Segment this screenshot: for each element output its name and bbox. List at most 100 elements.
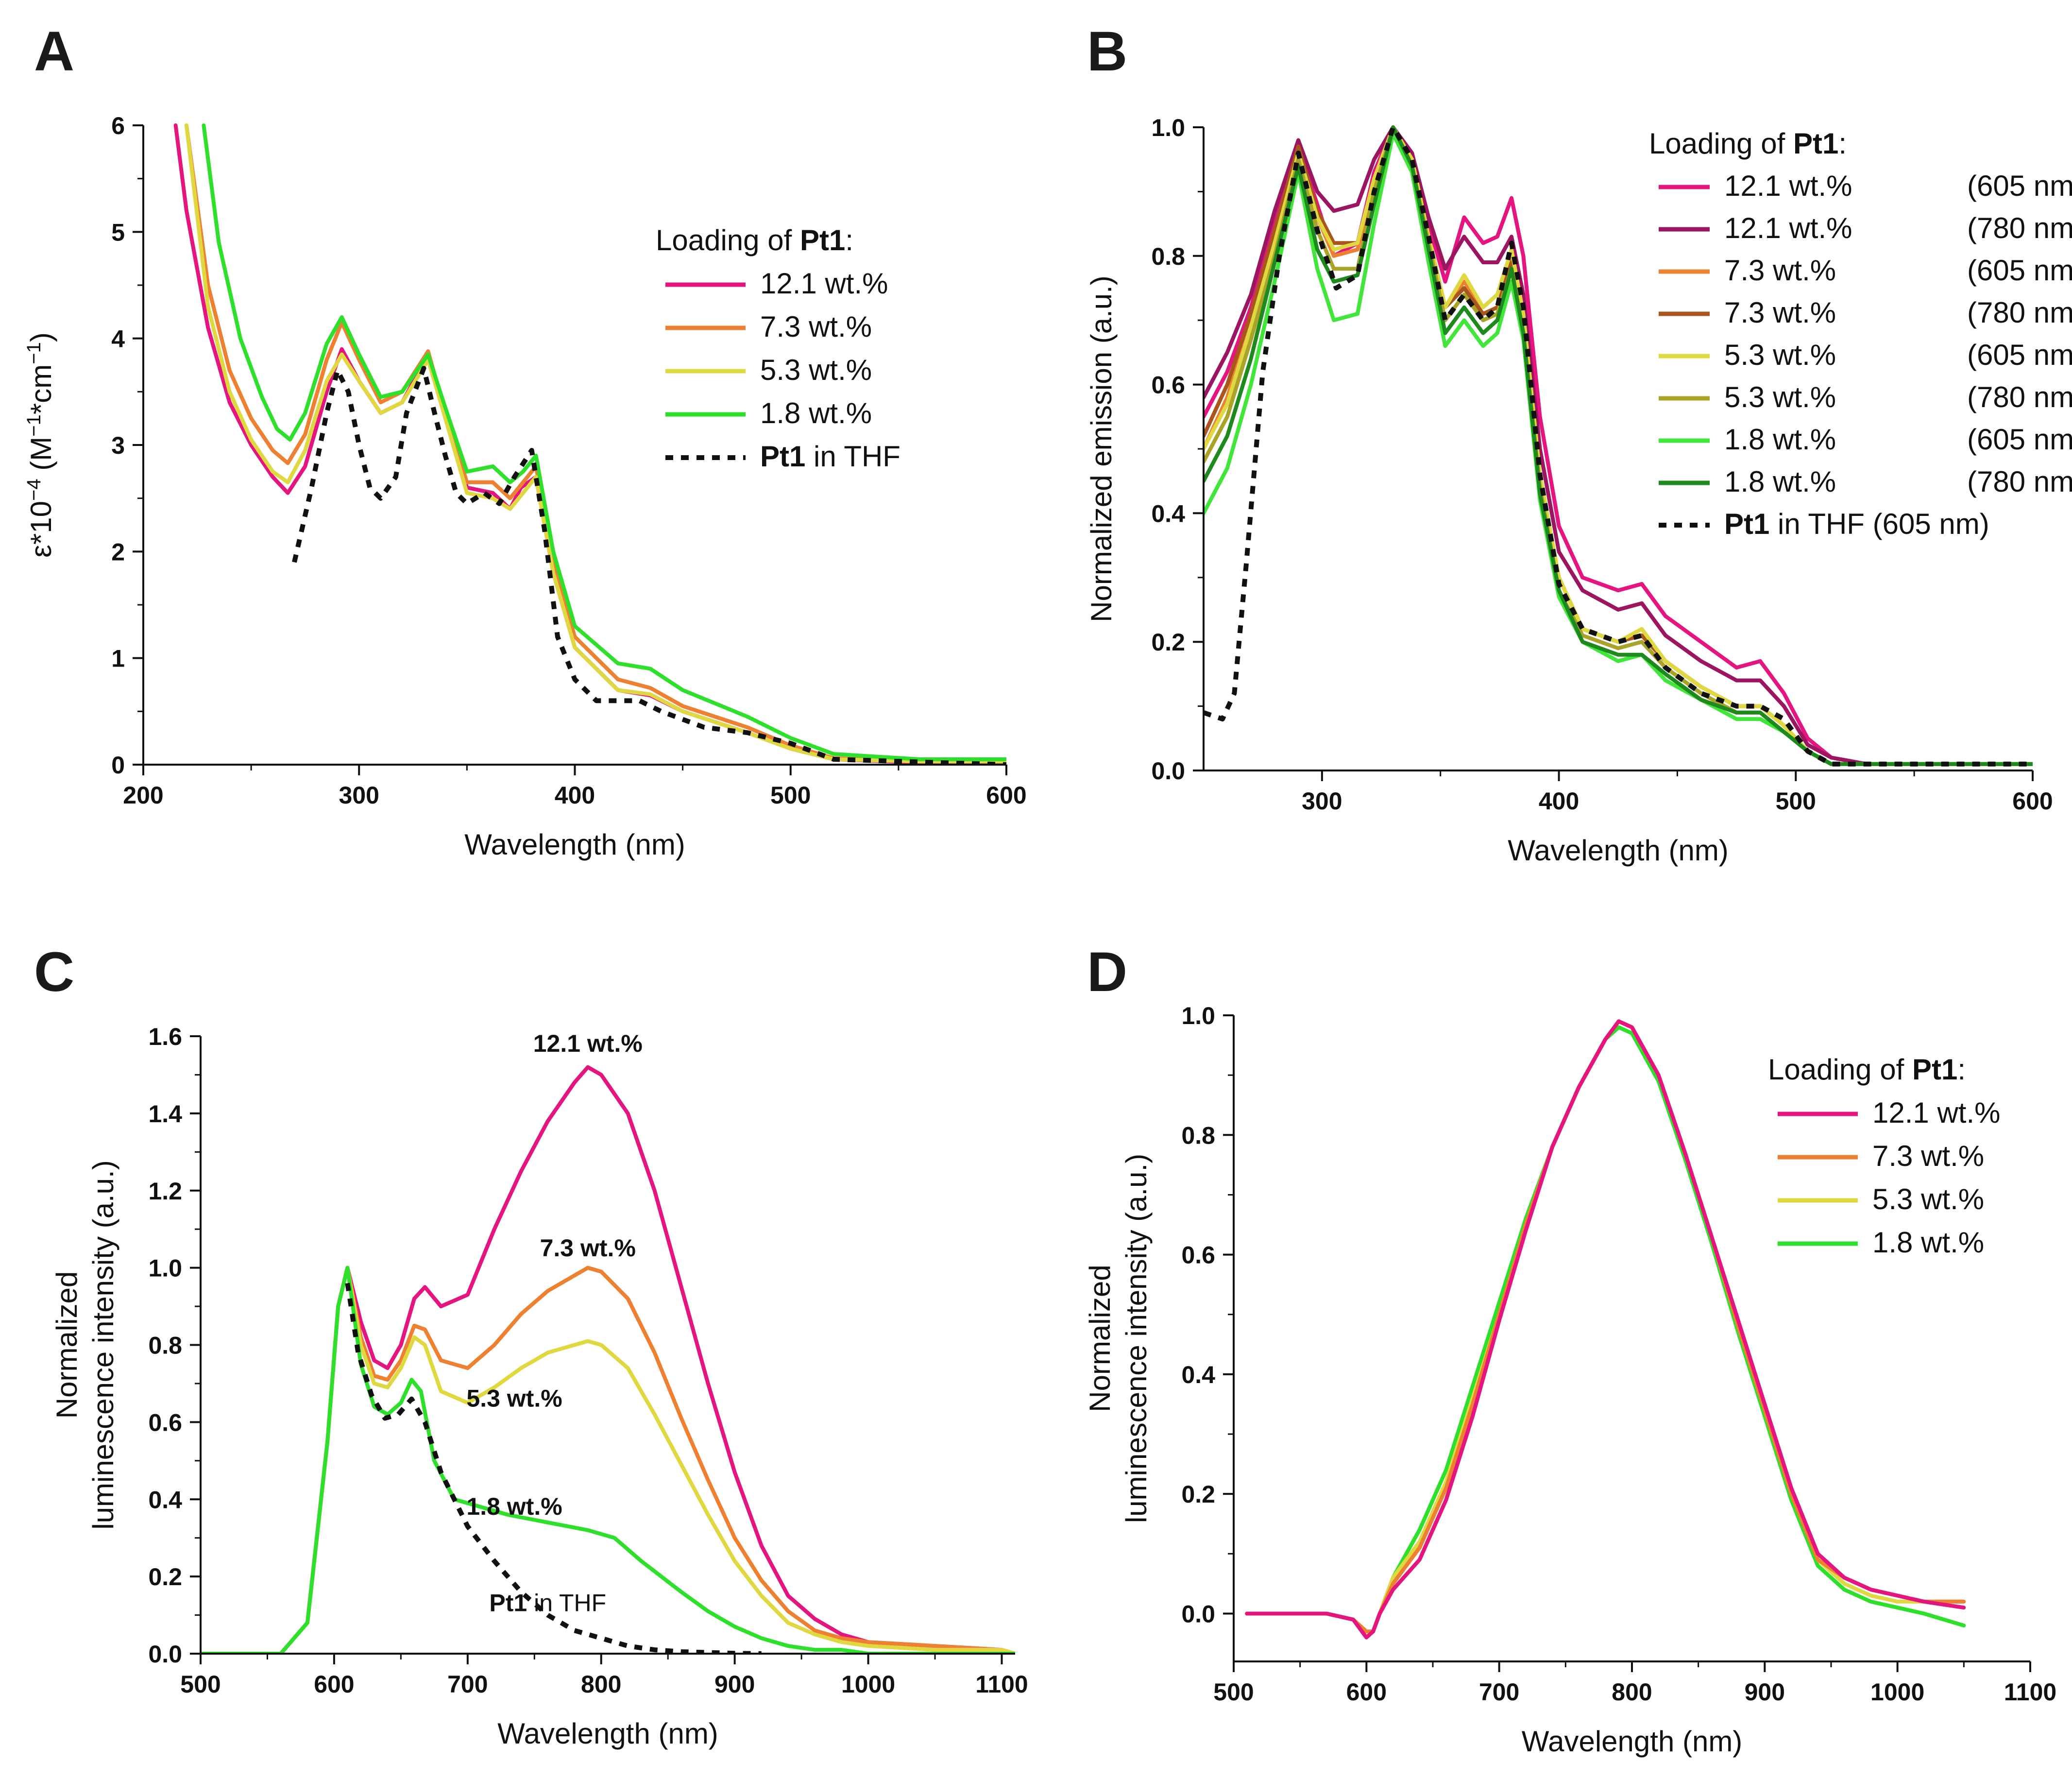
x-tick-label: 400: [555, 782, 595, 809]
x-tick-label: 1000: [841, 1671, 895, 1698]
series-line: [1204, 132, 2033, 766]
legend-excitation: (605 nm): [1967, 423, 2072, 456]
series-line: [201, 1065, 1015, 1654]
y-tick-label: 1.0: [1181, 1002, 1215, 1029]
x-tick-label: 300: [339, 782, 379, 809]
y-tick-label: 0.4: [148, 1486, 182, 1513]
x-tick-label: 500: [770, 782, 811, 809]
legend-entry: 7.3 wt.%: [1872, 1140, 1984, 1172]
legend-entry: 1.8 wt.%: [760, 397, 872, 429]
x-axis-title: Wavelength (nm): [497, 1717, 718, 1750]
series-line: [1204, 125, 2033, 766]
legend-excitation: (605 nm): [1967, 339, 2072, 371]
panel-a: A 200 300 400 500 600 0 1 2 3 4 5 6 Wavelength (nm) ε*…: [23, 20, 1027, 861]
x-tick-label: 900: [1745, 1678, 1785, 1706]
legend-title: Loading of Pt1:: [1649, 127, 1847, 160]
y-tick-label: 1.0: [1151, 114, 1185, 141]
legend-entry: 5.3 wt.%: [1724, 381, 1836, 413]
series-line: [1204, 125, 2033, 767]
x-tick-label: 800: [581, 1671, 621, 1698]
legend-entry: 5.3 wt.%: [760, 354, 872, 386]
x-tick-label: 800: [1612, 1678, 1652, 1706]
y-axis-title-line1: Normalized: [1084, 1265, 1116, 1412]
x-axis-title: Wavelength (nm): [1522, 1725, 1743, 1758]
legend: Loading of Pt1: 12.1 wt.% 7.3 wt.% 5.3 wt.%…: [1768, 1053, 2000, 1259]
x-tick-label: 1100: [2004, 1678, 2056, 1706]
legend-entry: 5.3 wt.%: [1724, 339, 1836, 371]
y-tick-label: 1.2: [148, 1178, 182, 1205]
annotation: 5.3 wt.%: [466, 1385, 562, 1412]
legend-entry: 7.3 wt.%: [1724, 254, 1836, 287]
y-tick-label: 5: [111, 219, 125, 246]
y-axis-title-line1: Normalized: [51, 1271, 83, 1419]
x-tick-label: 1100: [975, 1671, 1028, 1698]
legend-entry: 12.1 wt.%: [760, 267, 888, 300]
series-line: [1245, 1025, 1966, 1634]
legend-excitation: (780 nm): [1967, 212, 2072, 244]
y-tick-label: 4: [111, 325, 125, 353]
y-tick-label: 1.4: [148, 1100, 182, 1128]
series-group: [1245, 1019, 1966, 1640]
legend-excitation: (605 nm): [1967, 170, 2072, 202]
x-tick-label: 200: [123, 782, 163, 809]
y-tick-label: 0.6: [1151, 372, 1185, 399]
x-axis-title: Wavelength (nm): [1508, 834, 1729, 867]
y-tick-label: 0.4: [1151, 500, 1185, 527]
annotation: 12.1 wt.%: [533, 1030, 643, 1057]
series-line: [1204, 125, 2033, 766]
x-tick-label: 400: [1539, 787, 1579, 815]
x-tick-label: 700: [447, 1671, 488, 1698]
panel-letter: B: [1087, 20, 1127, 83]
legend: Loading of Pt1: 12.1 wt.% 7.3 wt.% 5.3 wt.%…: [656, 224, 900, 473]
y-tick-label: 0.6: [148, 1409, 182, 1436]
annotation: 7.3 wt.%: [540, 1234, 636, 1262]
y-tick-label: 2: [111, 538, 125, 565]
x-tick-label: 500: [1213, 1678, 1254, 1706]
x-tick-label: 700: [1479, 1678, 1519, 1706]
series-line: [1204, 125, 2033, 766]
x-tick-label: 600: [986, 782, 1026, 809]
x-axis-title: Wavelength (nm): [464, 828, 685, 861]
panel-c: C 500 600 700 800 900 1000 1100 0.0 0.2 0.4 0.6 0.8 1…: [34, 941, 1028, 1750]
series-line: [184, 123, 1006, 764]
series-line: [1204, 125, 2033, 766]
legend: Loading of Pt1: 12.1 wt.% (605 nm) 12.1 wt.…: [1649, 127, 2072, 540]
legend-excitation: (605 nm): [1967, 254, 2072, 287]
legend-entry: 1.8 wt.%: [1724, 465, 1836, 498]
x-tick-label: 600: [314, 1671, 354, 1698]
series-line: [1204, 125, 2033, 766]
panel-b: B 300 400 500 600 0.0 0.2 0.4 0.6 0.8 1.0 Wavelengt…: [1085, 20, 2072, 867]
y-tick-label: 1: [111, 645, 125, 672]
y-tick-label: 0.6: [1181, 1242, 1215, 1269]
panel-letter: A: [34, 20, 74, 83]
panel-letter: D: [1087, 941, 1127, 1003]
legend-excitation: (780 nm): [1967, 381, 2072, 413]
legend-title: Loading of Pt1:: [1768, 1053, 1966, 1086]
series-group: [201, 1065, 1015, 1654]
x-tick-label: 300: [1302, 787, 1342, 815]
y-tick-label: 0.8: [1181, 1122, 1215, 1149]
series-line: [292, 366, 1006, 765]
panel-d: D 500 600 700 800 900 1000 1100 0.0 0.2 0.4 0.6 0.8 1…: [1084, 941, 2056, 1758]
y-tick-label: 0.0: [148, 1641, 182, 1668]
y-axis-title-line2: luminescence intensity (a.u.): [87, 1160, 119, 1529]
y-tick-label: 1.0: [148, 1255, 182, 1282]
series-line: [1204, 125, 2033, 766]
y-tick-label: 0.4: [1181, 1361, 1215, 1388]
series-line: [345, 1283, 762, 1654]
x-tick-label: 600: [1346, 1678, 1387, 1706]
legend-entry: 7.3 wt.%: [1724, 296, 1836, 329]
y-axis-title: ε*10−4 (M−1*cm−1): [23, 332, 57, 558]
series-line: [201, 1266, 1015, 1654]
legend-entry: Pt1 in THF: [760, 440, 900, 473]
y-axis-title-line2: luminescence intensity (a.u.): [1120, 1154, 1153, 1523]
y-tick-label: 6: [111, 112, 125, 139]
y-tick-label: 0.8: [1151, 243, 1185, 270]
series-group: [1204, 125, 2033, 767]
y-tick-label: 0.2: [1151, 629, 1185, 656]
legend-excitation: (780 nm): [1967, 296, 2072, 329]
series-line: [201, 1266, 1015, 1654]
series-line: [1245, 1019, 1966, 1640]
x-tick-label: 500: [180, 1671, 221, 1698]
